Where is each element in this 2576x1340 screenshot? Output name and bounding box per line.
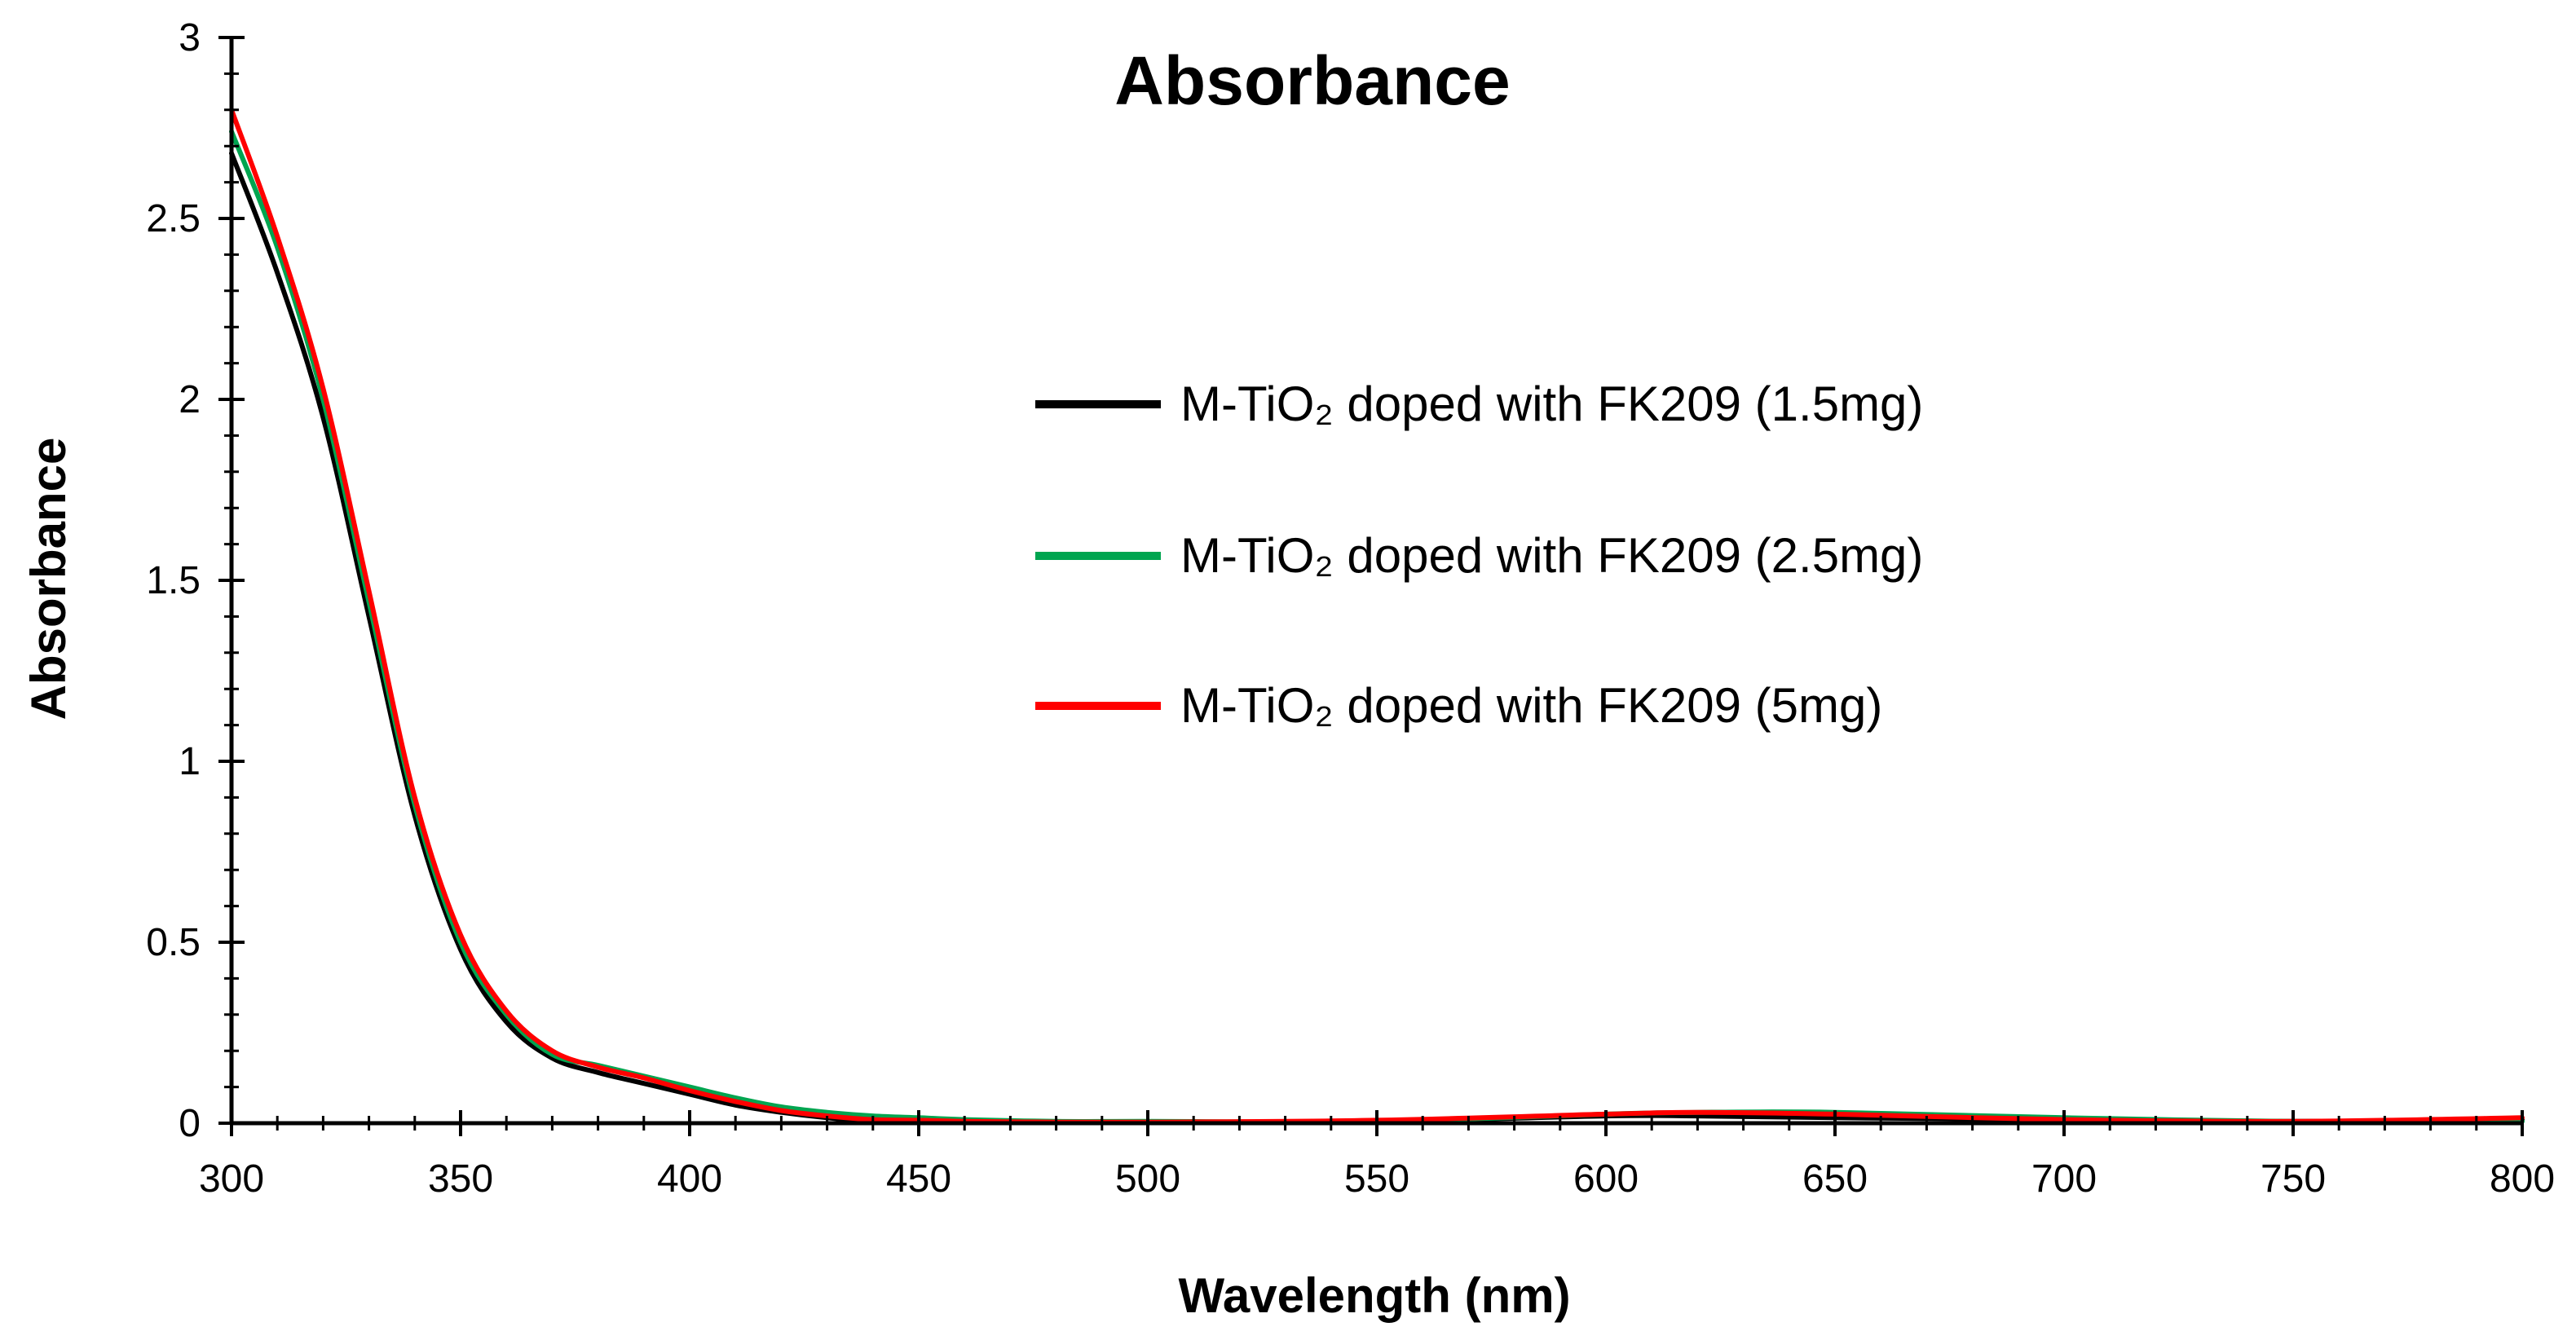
x-tick-label: 500 bbox=[1115, 1157, 1180, 1201]
y-tick-label: 1.5 bbox=[146, 559, 201, 602]
legend-label-1: M-TiO₂ doped with FK209 (1.5mg) bbox=[1180, 377, 1923, 431]
y-tick-label: 2.5 bbox=[146, 197, 201, 240]
y-tick-label: 3 bbox=[179, 16, 201, 60]
series-line-2 bbox=[229, 129, 2525, 1125]
legend-label-2: M-TiO₂ doped with FK209 (2.5mg) bbox=[1180, 528, 1923, 583]
x-tick-label: 350 bbox=[428, 1157, 493, 1201]
y-tick-label: 2 bbox=[179, 378, 201, 421]
chart-title: Absorbance bbox=[1114, 42, 1510, 119]
x-axis-title: Wavelength (nm) bbox=[1178, 1268, 1570, 1323]
y-axis-title: Absorbance bbox=[21, 438, 76, 721]
axes: 0 0.5 1 1.5 2 2.5 3 300 350 400 450 500 550 600 650 70… bbox=[146, 16, 2555, 1201]
legend: M-TiO₂ doped with FK209 (1.5mg) M-TiO₂ do… bbox=[1035, 377, 1923, 733]
y-tick-label: 1 bbox=[179, 740, 201, 783]
y-tick-label: 0 bbox=[179, 1102, 201, 1145]
y-ticks: 0 0.5 1 1.5 2 2.5 3 bbox=[146, 16, 245, 1145]
x-tick-label: 300 bbox=[199, 1157, 264, 1201]
series-line-3 bbox=[229, 107, 2525, 1125]
x-tick-label: 400 bbox=[657, 1157, 722, 1201]
y-tick-label: 0.5 bbox=[146, 921, 201, 964]
x-tick-label: 700 bbox=[2031, 1157, 2097, 1201]
x-tick-label: 750 bbox=[2261, 1157, 2326, 1201]
x-ticks: 300 350 400 450 500 550 600 650 700 750 800 bbox=[199, 1110, 2555, 1201]
x-tick-label: 600 bbox=[1573, 1157, 1639, 1201]
x-tick-label: 550 bbox=[1344, 1157, 1409, 1201]
x-tick-label: 650 bbox=[1802, 1157, 1868, 1201]
series-line-1 bbox=[229, 151, 2525, 1125]
legend-label-3: M-TiO₂ doped with FK209 (5mg) bbox=[1180, 678, 1882, 733]
x-tick-label: 800 bbox=[2490, 1157, 2555, 1201]
x-tick-label: 450 bbox=[886, 1157, 951, 1201]
plot-lines bbox=[229, 107, 2525, 1125]
